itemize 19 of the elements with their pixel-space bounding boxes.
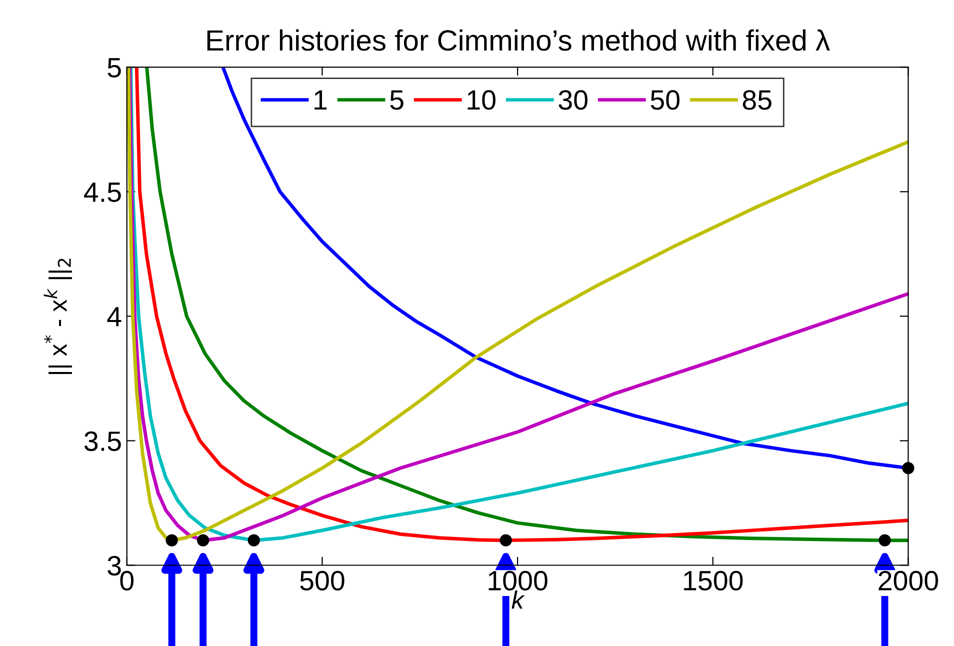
legend-label: 50: [650, 90, 680, 110]
x-tick-label: 2000: [878, 570, 938, 591]
y-axis-title: || x$^{*}$ - x$^{k}$ ||$_{2}$: [44, 258, 72, 374]
y-tick-label: 4: [107, 307, 122, 326]
x-tick-label: 1500: [684, 570, 743, 591]
y-tick-label: 5: [108, 58, 121, 78]
y-tick-label: 3: [108, 556, 121, 576]
x-tick-label: 0: [120, 570, 134, 591]
legend-label: 5: [390, 90, 404, 110]
chart-title: Error histories for Cimmino’s method with fixed λ: [207, 29, 830, 51]
legend-label: 85: [742, 90, 772, 110]
x-tick-label: 1000: [488, 570, 548, 591]
legend-label: 1: [314, 90, 327, 110]
y-tick-label: 4.5: [84, 182, 121, 202]
x-tick-label: 500: [300, 570, 344, 591]
x-axis-title: k: [512, 590, 525, 609]
y-tick-label: 3.5: [84, 431, 121, 452]
legend-label: 10: [468, 90, 496, 110]
legend-label: 30: [558, 90, 588, 110]
